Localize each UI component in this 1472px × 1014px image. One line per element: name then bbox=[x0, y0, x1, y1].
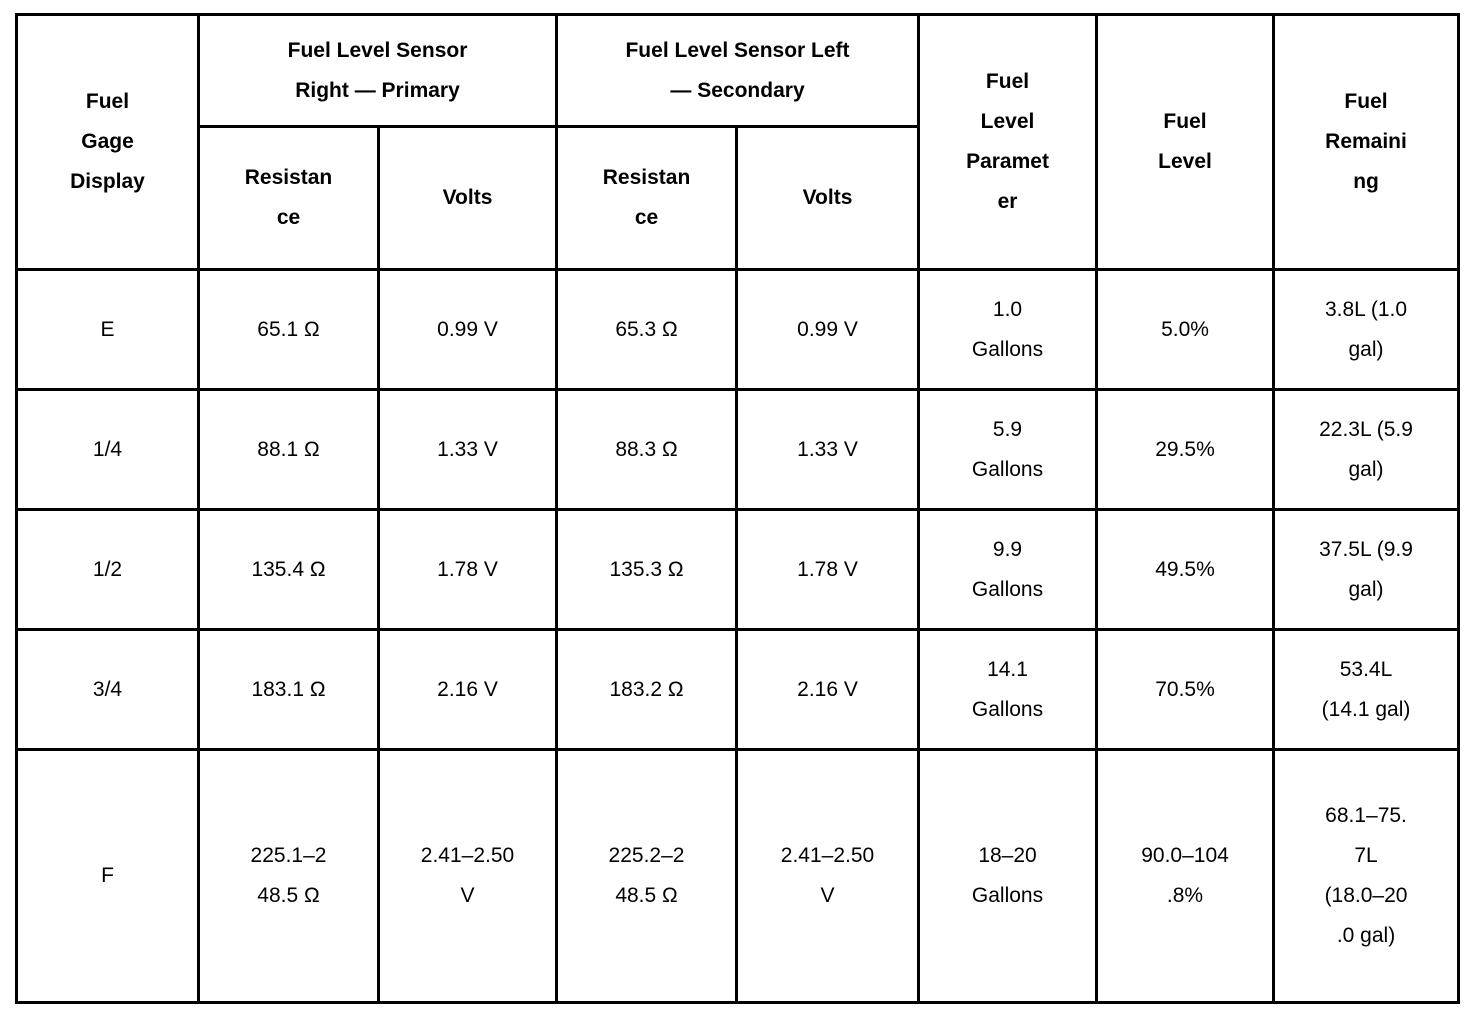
cell-gage-display: 3/4 bbox=[15, 628, 200, 751]
cell-volts-right: 2.16 V bbox=[376, 628, 559, 751]
cell-fuel-level-parameter: 5.9 Gallons bbox=[917, 388, 1099, 511]
cell-volts-left: 2.16 V bbox=[735, 628, 921, 751]
table-row: E 65.1 Ω 0.99 V 65.3 Ω 0.99 V 1.0 Gallon… bbox=[15, 268, 1461, 391]
cell-volts-left: 2.41–2.50 V bbox=[735, 748, 921, 1004]
cell-resistance-left: 65.3 Ω bbox=[555, 268, 739, 391]
table-row: 1/4 88.1 Ω 1.33 V 88.3 Ω 1.33 V 5.9 Gall… bbox=[15, 388, 1461, 511]
cell-resistance-left: 183.2 Ω bbox=[555, 628, 739, 751]
cell-resistance-right: 88.1 Ω bbox=[197, 388, 380, 511]
cell-fuel-remaining: 37.5L (9.9 gal) bbox=[1272, 508, 1461, 631]
cell-volts-left: 0.99 V bbox=[735, 268, 921, 391]
cell-fuel-level: 29.5% bbox=[1095, 388, 1276, 511]
cell-resistance-right: 65.1 Ω bbox=[197, 268, 380, 391]
cell-fuel-level: 90.0–104 .8% bbox=[1095, 748, 1276, 1004]
fuel-level-table: Fuel Gage Display Fuel Level Sensor Righ… bbox=[15, 13, 1461, 1004]
cell-fuel-level-parameter: 1.0 Gallons bbox=[917, 268, 1099, 391]
cell-resistance-left: 135.3 Ω bbox=[555, 508, 739, 631]
cell-fuel-remaining: 53.4L (14.1 gal) bbox=[1272, 628, 1461, 751]
header-sensor-right-primary: Fuel Level Sensor Right — Primary bbox=[196, 13, 559, 128]
cell-resistance-left: 225.2–2 48.5 Ω bbox=[555, 748, 739, 1004]
cell-volts-right: 0.99 V bbox=[376, 268, 559, 391]
cell-fuel-level-parameter: 9.9 Gallons bbox=[917, 508, 1099, 631]
header-resistance-left: Resistan ce bbox=[555, 125, 739, 271]
cell-gage-display: F bbox=[15, 748, 200, 1004]
cell-gage-display: E bbox=[15, 268, 200, 391]
header-volts-left: Volts bbox=[735, 125, 921, 271]
cell-volts-right: 2.41–2.50 V bbox=[376, 748, 559, 1004]
cell-resistance-left: 88.3 Ω bbox=[555, 388, 739, 511]
cell-fuel-level: 49.5% bbox=[1095, 508, 1276, 631]
header-sensor-left-secondary: Fuel Level Sensor Left — Secondary bbox=[555, 13, 921, 128]
table-row: F 225.1–2 48.5 Ω 2.41–2.50 V 225.2–2 48.… bbox=[15, 748, 1461, 1004]
cell-volts-right: 1.78 V bbox=[376, 508, 559, 631]
cell-volts-left: 1.78 V bbox=[735, 508, 921, 631]
cell-gage-display: 1/4 bbox=[15, 388, 200, 511]
header-row-top: Fuel Gage Display Fuel Level Sensor Righ… bbox=[15, 13, 1461, 271]
cell-fuel-remaining: 22.3L (5.9 gal) bbox=[1272, 388, 1461, 511]
cell-volts-left: 1.33 V bbox=[735, 388, 921, 511]
header-fuel-level-parameter: Fuel Level Paramet er bbox=[917, 13, 1099, 271]
cell-resistance-right: 135.4 Ω bbox=[197, 508, 380, 631]
header-fuel-level: Fuel Level bbox=[1095, 13, 1276, 271]
cell-resistance-right: 225.1–2 48.5 Ω bbox=[197, 748, 380, 1004]
header-row-bottom: Resistan ce Volts Resistan ce Volts bbox=[17, 125, 1459, 271]
header-volts-right: Volts bbox=[376, 125, 559, 271]
cell-volts-right: 1.33 V bbox=[376, 388, 559, 511]
header-resistance-right: Resistan ce bbox=[197, 125, 380, 271]
table-row: 1/2 135.4 Ω 1.78 V 135.3 Ω 1.78 V 9.9 Ga… bbox=[15, 508, 1461, 631]
cell-fuel-level: 70.5% bbox=[1095, 628, 1276, 751]
cell-resistance-right: 183.1 Ω bbox=[197, 628, 380, 751]
cell-fuel-level-parameter: 18–20 Gallons bbox=[917, 748, 1099, 1004]
header-fuel-gage-display: Fuel Gage Display bbox=[15, 13, 200, 271]
cell-fuel-remaining: 3.8L (1.0 gal) bbox=[1272, 268, 1461, 391]
cell-fuel-remaining: 68.1–75. 7L (18.0–20 .0 gal) bbox=[1272, 748, 1461, 1004]
cell-fuel-level: 5.0% bbox=[1095, 268, 1276, 391]
header-fuel-remaining: Fuel Remaini ng bbox=[1272, 13, 1461, 271]
table-row: 3/4 183.1 Ω 2.16 V 183.2 Ω 2.16 V 14.1 G… bbox=[15, 628, 1461, 751]
cell-gage-display: 1/2 bbox=[15, 508, 200, 631]
cell-fuel-level-parameter: 14.1 Gallons bbox=[917, 628, 1099, 751]
